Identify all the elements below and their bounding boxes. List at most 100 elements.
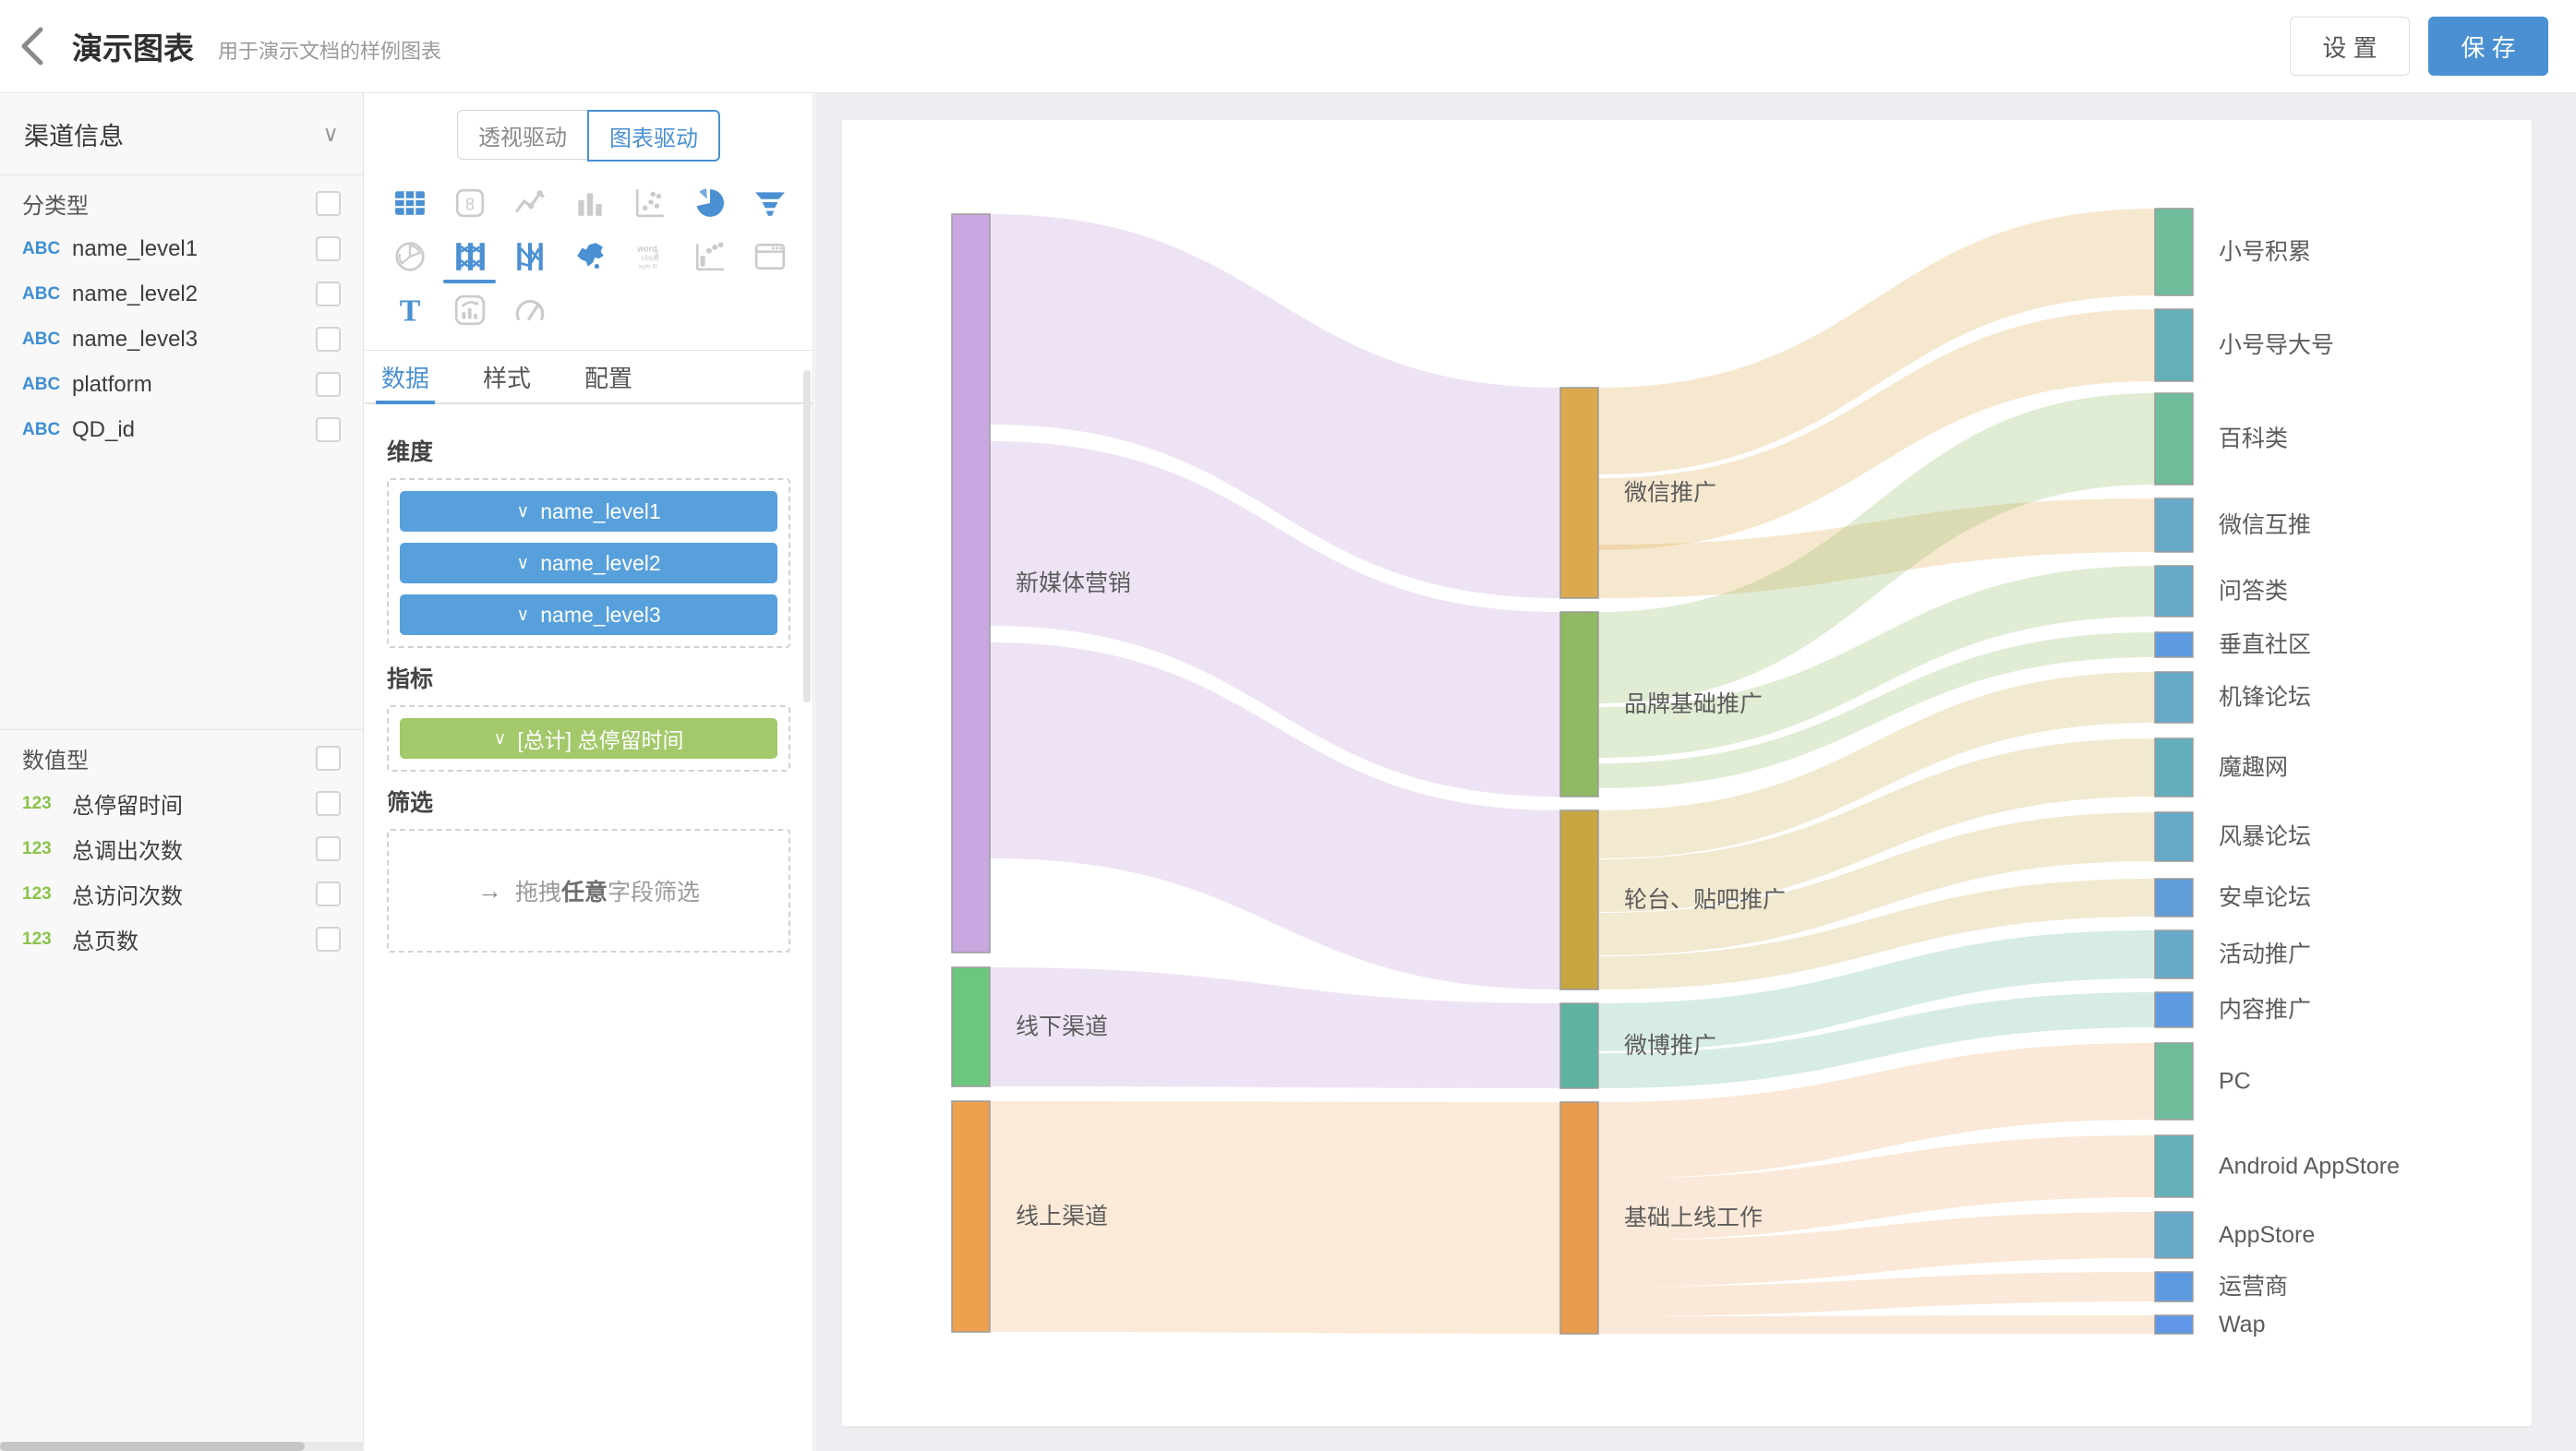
chart-type-funnel-icon[interactable]: [740, 176, 800, 230]
tab-样式[interactable]: 样式: [483, 364, 532, 392]
sankey-node-基础上线工作[interactable]: [1559, 1101, 1599, 1335]
tab-数据[interactable]: 数据: [375, 351, 436, 404]
chart-type-parallel-icon[interactable]: [500, 230, 560, 283]
sankey-link-微博推广-内容推广[interactable]: [1598, 992, 2155, 1088]
select-all-checkbox[interactable]: [316, 746, 341, 771]
sankey-link-轮台、贴吧推广-安卓论坛[interactable]: [1598, 879, 2155, 989]
chart-type-wordcloud-icon[interactable]: word cloud agile Bi tag: [620, 230, 680, 283]
chart-type-trend-icon[interactable]: [439, 283, 500, 337]
chart-type-map-china-icon[interactable]: [560, 230, 620, 283]
save-button[interactable]: 保 存: [2428, 17, 2548, 76]
sankey-node-微博推广[interactable]: [1559, 1002, 1599, 1089]
sankey-node-Wap[interactable]: [2154, 1314, 2194, 1335]
chart-type-scatter-icon[interactable]: [620, 176, 680, 230]
sankey-link-基础上线工作-AppStore[interactable]: [1598, 1212, 2155, 1287]
chart-type-indicator-icon[interactable]: 8: [439, 176, 500, 230]
measure-pill[interactable]: ∨ [总计] 总停留时间: [400, 718, 777, 759]
chart-type-text-icon[interactable]: T: [379, 283, 439, 337]
sankey-node-安卓论坛[interactable]: [2154, 878, 2194, 917]
sankey-node-微信互推[interactable]: [2154, 498, 2194, 553]
filter-dropzone[interactable]: → 拖拽任意字段筛选: [387, 829, 790, 953]
chart-type-iframe-icon[interactable]: [740, 230, 800, 283]
sankey-node-内容推广[interactable]: [2154, 991, 2194, 1028]
sankey-node-风暴论坛[interactable]: [2154, 811, 2194, 862]
sankey-node-百科类[interactable]: [2154, 392, 2194, 486]
sankey-node-垂直社区[interactable]: [2154, 631, 2194, 658]
chart-type-gauge-icon[interactable]: [500, 283, 560, 337]
field-item[interactable]: 123 总调出次数: [0, 826, 363, 871]
field-checkbox[interactable]: [316, 836, 341, 861]
sankey-node-线上渠道[interactable]: [951, 1100, 991, 1333]
sankey-node-小号积累[interactable]: [2154, 208, 2194, 296]
sankey-link-微信推广-小号积累[interactable]: [1598, 209, 2155, 474]
sankey-link-线下渠道-微博推广[interactable]: [990, 967, 1560, 1088]
sankey-link-轮台、贴吧推广-风暴论坛[interactable]: [1598, 812, 2155, 955]
field-checkbox[interactable]: [316, 372, 341, 397]
chart-type-bar-icon[interactable]: [560, 176, 620, 230]
field-checkbox[interactable]: [316, 236, 341, 261]
sidebar-hscrollbar[interactable]: [0, 1442, 364, 1451]
field-checkbox[interactable]: [316, 927, 341, 952]
field-item[interactable]: ABC name_level1: [0, 226, 363, 271]
sankey-link-品牌基础推广-垂直社区[interactable]: [1598, 632, 2155, 788]
sankey-node-品牌基础推广[interactable]: [1559, 611, 1599, 797]
sankey-node-运营商[interactable]: [2154, 1271, 2194, 1302]
sankey-link-新媒体营销-品牌基础推广[interactable]: [990, 441, 1560, 797]
field-item[interactable]: 123 总停留时间: [0, 781, 363, 826]
chart-type-table-icon[interactable]: [379, 176, 439, 230]
sankey-link-基础上线工作-Wap[interactable]: [1598, 1315, 2155, 1334]
dimension-pill[interactable]: ∨ name_level1: [400, 491, 777, 532]
chart-type-line-icon[interactable]: [500, 176, 560, 230]
sankey-link-新媒体营销-轮台、贴吧推广[interactable]: [990, 642, 1560, 989]
sankey-link-轮台、贴吧推广-魔趣网[interactable]: [1598, 738, 2155, 912]
sankey-node-新媒体营销[interactable]: [951, 213, 991, 953]
chart-type-rose-icon[interactable]: [379, 230, 439, 283]
sankey-link-基础上线工作-Android AppStore[interactable]: [1598, 1135, 2155, 1241]
field-checkbox[interactable]: [316, 881, 341, 906]
sankey-link-品牌基础推广-百科类[interactable]: [1598, 393, 2155, 703]
dimension-dropzone[interactable]: ∨ name_level1 ∨ name_level2 ∨ name_level3: [387, 478, 790, 648]
mode-option-透视驱动[interactable]: 透视驱动: [457, 110, 587, 160]
measure-dropzone[interactable]: ∨ [总计] 总停留时间: [387, 705, 790, 772]
field-item[interactable]: 123 总访问次数: [0, 871, 363, 917]
sankey-node-Android AppStore[interactable]: [2154, 1134, 2194, 1198]
sankey-node-微信推广[interactable]: [1559, 387, 1599, 599]
sankey-node-机锋论坛[interactable]: [2154, 671, 2194, 724]
sankey-link-新媒体营销-微信推广[interactable]: [990, 214, 1560, 598]
chart-type-pie-icon[interactable]: [680, 176, 740, 230]
dimension-pill[interactable]: ∨ name_level2: [400, 543, 777, 583]
sankey-link-品牌基础推广-问答类[interactable]: [1598, 566, 2155, 758]
sankey-node-魔趣网[interactable]: [2154, 737, 2194, 797]
sankey-node-活动推广[interactable]: [2154, 929, 2194, 979]
sankey-link-轮台、贴吧推广-机锋论坛[interactable]: [1598, 672, 2155, 858]
sankey-node-轮台、贴吧推广[interactable]: [1559, 809, 1599, 990]
field-item[interactable]: 123 总页数: [0, 917, 363, 962]
panel-vscrollbar[interactable]: [803, 370, 811, 702]
field-item[interactable]: ABC QD_id: [0, 407, 363, 452]
sankey-node-小号导大号[interactable]: [2154, 308, 2194, 382]
sankey-link-微信推广-微信互推[interactable]: [1598, 498, 2155, 598]
field-item[interactable]: ABC name_level3: [0, 317, 363, 362]
chart-type-sankey-icon[interactable]: [439, 230, 500, 283]
sankey-link-微信推广-小号导大号[interactable]: [1598, 309, 2155, 550]
field-checkbox[interactable]: [316, 327, 341, 352]
field-checkbox[interactable]: [316, 282, 341, 306]
dataset-selector[interactable]: 渠道信息 ∨: [0, 93, 363, 174]
sankey-node-PC[interactable]: [2154, 1042, 2194, 1121]
settings-button[interactable]: 设 置: [2290, 17, 2410, 76]
mode-option-图表驱动[interactable]: 图表驱动: [587, 110, 720, 162]
sankey-link-微博推广-活动推广[interactable]: [1598, 930, 2155, 1051]
field-item[interactable]: ABC platform: [0, 362, 363, 407]
field-checkbox[interactable]: [316, 417, 341, 442]
sankey-link-基础上线工作-运营商[interactable]: [1598, 1272, 2155, 1316]
sankey-node-问答类[interactable]: [2154, 565, 2194, 618]
chart-type-bar-dot-icon[interactable]: [680, 230, 740, 283]
sankey-node-AppStore[interactable]: [2154, 1211, 2194, 1259]
tab-配置[interactable]: 配置: [584, 364, 633, 392]
sankey-link-线上渠道-基础上线工作[interactable]: [990, 1101, 1560, 1334]
back-button[interactable]: [0, 0, 65, 92]
field-item[interactable]: ABC name_level2: [0, 271, 363, 317]
dimension-pill[interactable]: ∨ name_level3: [400, 594, 777, 635]
field-checkbox[interactable]: [316, 791, 341, 816]
